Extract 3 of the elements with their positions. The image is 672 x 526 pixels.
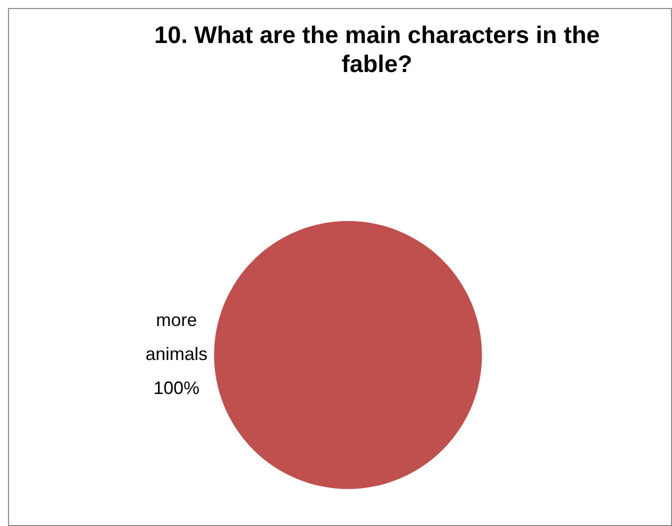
slice-label: more animals <box>145 310 208 364</box>
chart-title: 10. What are the main characters in the fable? <box>153 21 601 79</box>
data-label: 100% <box>153 378 200 398</box>
